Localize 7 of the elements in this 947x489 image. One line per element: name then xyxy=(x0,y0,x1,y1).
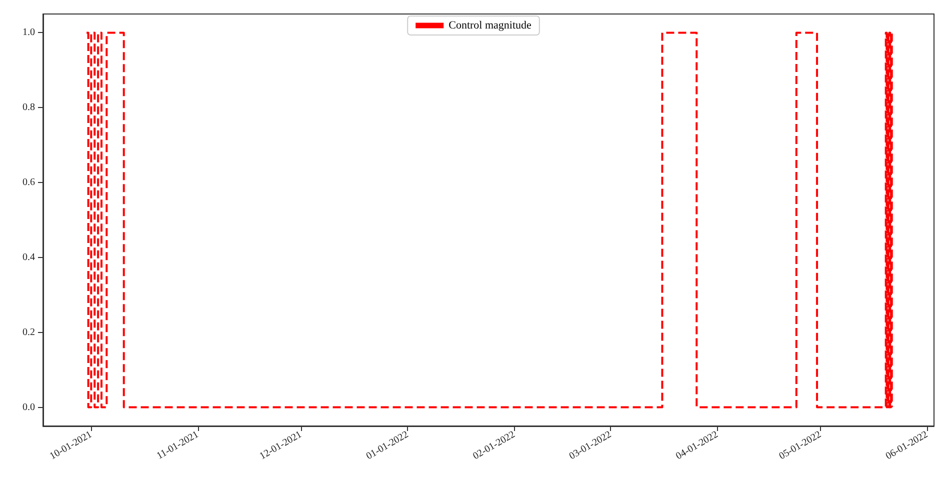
y-tick-label: 0.4 xyxy=(22,252,35,263)
y-tick-label: 0.2 xyxy=(22,326,35,338)
y-tick-label: 0.8 xyxy=(22,102,35,114)
y-tick-label: 1.0 xyxy=(22,27,35,38)
legend-label: Control magnitude xyxy=(448,20,532,32)
y-tick-label: 0.0 xyxy=(22,402,35,413)
y-tick-label: 0.6 xyxy=(22,177,35,188)
